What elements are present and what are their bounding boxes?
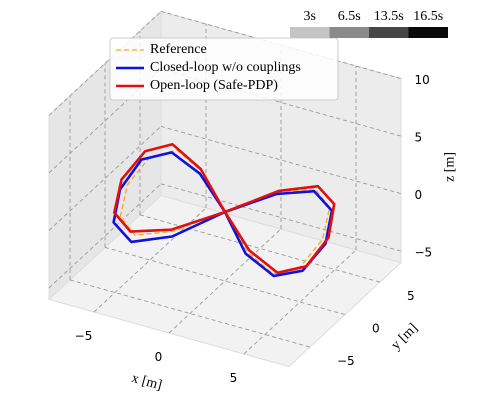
y-axis-title: y [m] bbox=[389, 321, 421, 353]
x-tick-label: 5 bbox=[230, 371, 238, 385]
grid-line bbox=[48, 11, 162, 116]
time-label: 13.5s bbox=[374, 9, 404, 24]
time-swatch bbox=[408, 27, 448, 38]
grid-line bbox=[48, 126, 162, 231]
time-label: 6.5s bbox=[338, 9, 361, 24]
x-tick-label: −5 bbox=[75, 329, 93, 343]
z-axis-title: z [m] bbox=[443, 152, 458, 182]
legend-box bbox=[109, 37, 339, 101]
grid-line bbox=[243, 249, 357, 355]
y-tick-label: 5 bbox=[407, 289, 415, 303]
time-swatch bbox=[290, 27, 330, 38]
x-axis-title: x [m] bbox=[130, 371, 164, 393]
grid-line bbox=[48, 183, 162, 289]
z-tick-label: 10 bbox=[415, 73, 430, 87]
trajectory bbox=[113, 143, 336, 275]
time-swatch bbox=[369, 27, 409, 38]
time-label: 3s bbox=[304, 9, 316, 24]
time-swatch bbox=[329, 27, 369, 38]
z-tick-label: 5 bbox=[415, 131, 423, 145]
grid-line bbox=[168, 228, 282, 334]
y-tick-label: 0 bbox=[372, 322, 380, 336]
x-tick-label: 0 bbox=[155, 350, 163, 364]
z-tick-label: −5 bbox=[415, 246, 433, 260]
time-label: 16.5s bbox=[413, 9, 443, 24]
legend-label: Reference bbox=[150, 42, 207, 57]
z-tick-label: 0 bbox=[415, 188, 423, 202]
legend-label: Open-loop (Safe-PDP) bbox=[150, 78, 278, 93]
legend-label: Closed-loop w/o couplings bbox=[150, 60, 301, 75]
y-tick-label: −5 bbox=[337, 354, 355, 368]
